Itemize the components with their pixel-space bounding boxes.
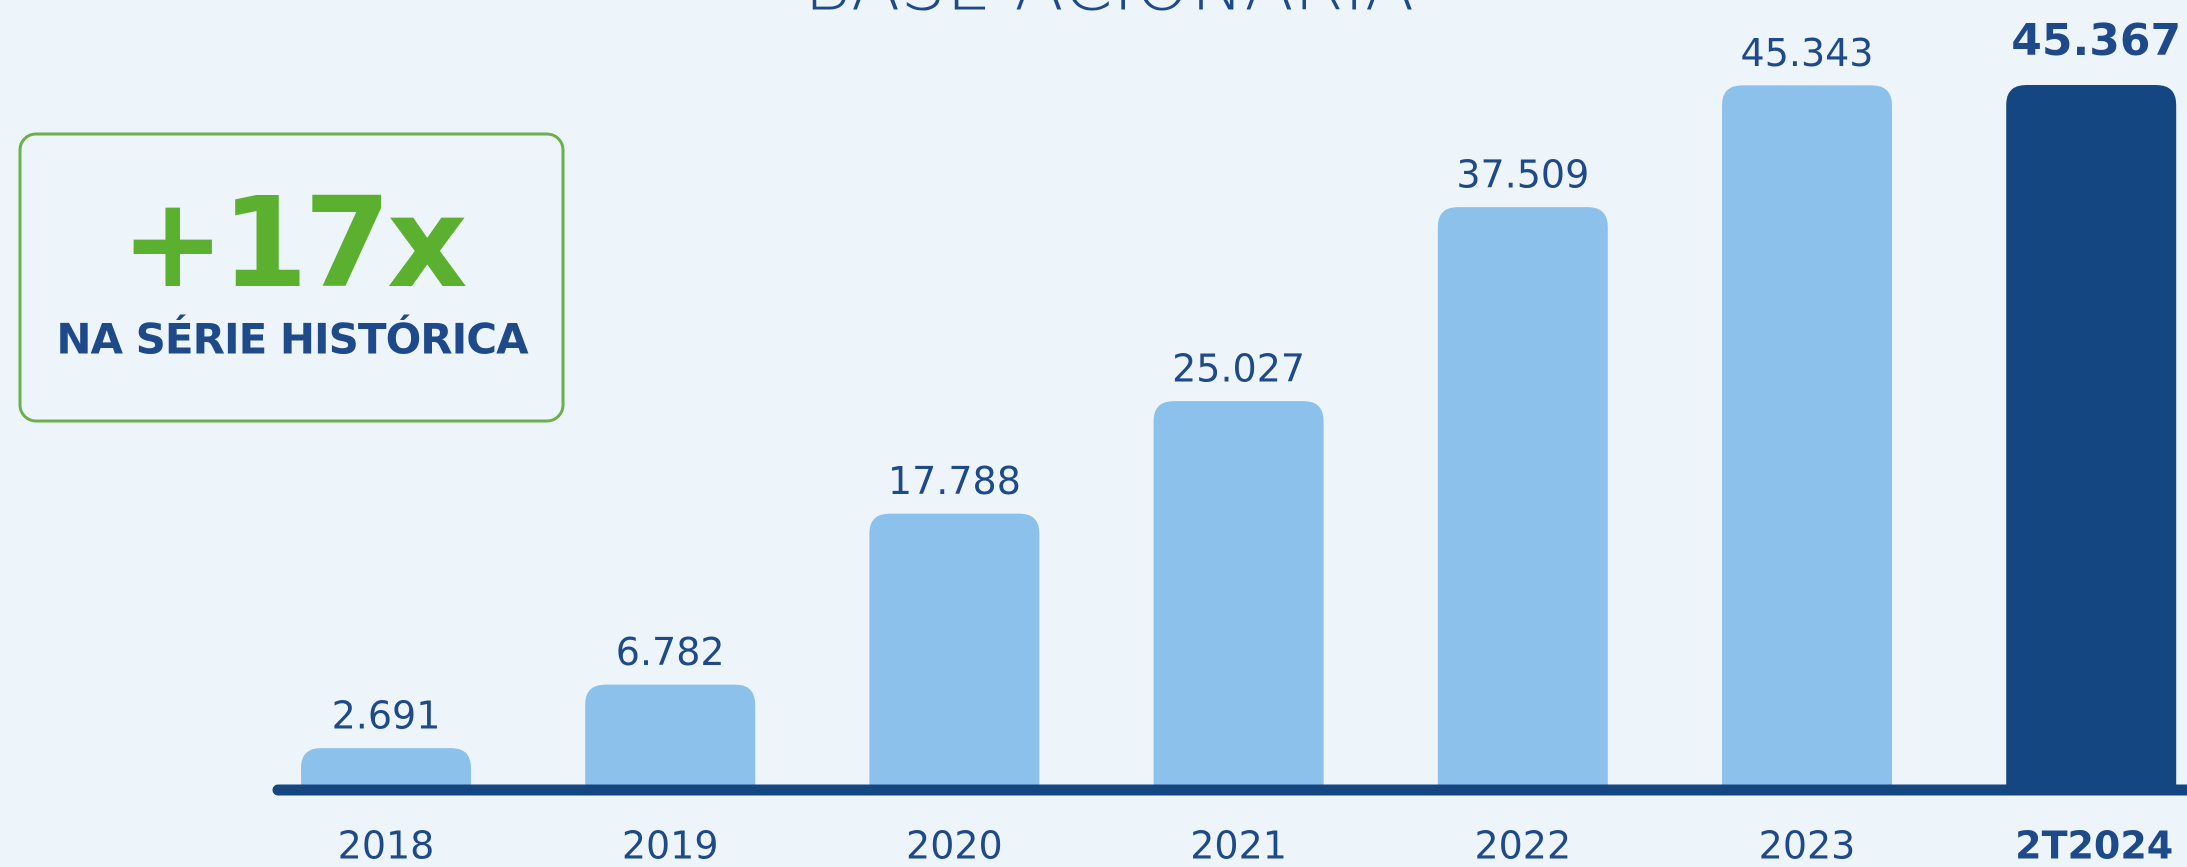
chart-title: BASE ACIONÁRIA [804,0,1414,27]
value-label: 45.343 [1741,31,1874,75]
x-tick-label: 2T2024 [2015,824,2173,867]
bar [1437,207,1608,790]
value-label: 37.509 [1456,153,1589,197]
bar [585,684,756,790]
x-tick-label: 2018 [338,824,435,867]
x-tick-label: 2022 [1474,824,1571,867]
bar [869,513,1040,790]
x-tick-label: 2019 [622,824,719,867]
callout-value: +17x [120,171,466,316]
callout-text: NA SÉRIE HISTÓRICA [56,314,529,364]
bar [1722,85,1892,791]
value-label: 25.027 [1172,347,1305,391]
value-label: 2.691 [332,694,441,738]
x-tick-label: 2021 [1190,824,1287,867]
callout-box [18,132,565,423]
bar [1153,401,1324,790]
x-tick-label: 2020 [906,824,1003,867]
value-label: 17.788 [888,459,1021,503]
bar [2006,85,2177,790]
x-tick-label: 2023 [1759,824,1856,867]
value-label: 6.782 [616,630,725,674]
value-label: 45.367 [2011,15,2181,66]
bar [301,748,471,790]
